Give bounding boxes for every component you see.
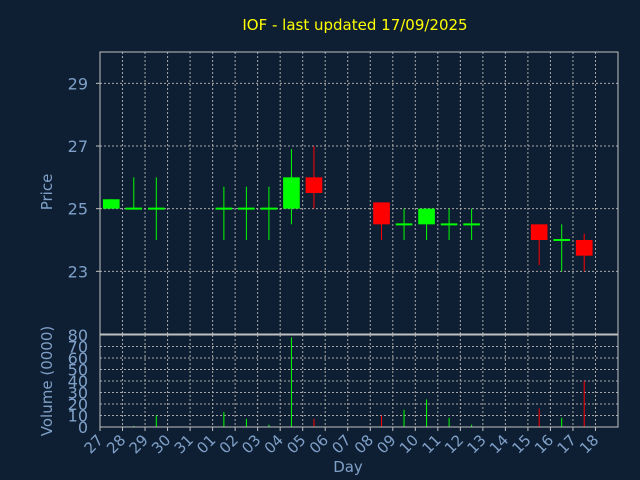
candle-body bbox=[418, 208, 435, 225]
x-tick-labels: 2728293031010203040506070809101112131415… bbox=[81, 427, 602, 457]
price-plot-frame bbox=[99, 51, 619, 335]
volume-tick-label: 20 bbox=[68, 395, 88, 414]
volume-tick-label: 40 bbox=[68, 372, 88, 391]
volume-tick-label: 50 bbox=[68, 361, 88, 380]
volume-bars bbox=[133, 337, 585, 427]
volume-axis-label: Volume (0000) bbox=[38, 326, 56, 436]
volume-tick-label: 30 bbox=[68, 384, 88, 403]
volume-tick-label: 10 bbox=[68, 407, 88, 426]
volume-tick-label: 0 bbox=[78, 418, 88, 437]
price-candles bbox=[102, 146, 593, 272]
volume-tick-label: 80 bbox=[68, 326, 88, 345]
candle-body bbox=[305, 177, 323, 193]
plot-frames bbox=[99, 51, 619, 428]
price-grid bbox=[96, 52, 618, 334]
volume-plot-frame bbox=[99, 334, 619, 428]
candle-body bbox=[283, 177, 300, 209]
volume-grid bbox=[100, 334, 618, 428]
candle-body bbox=[102, 199, 120, 209]
x-tick-label: 18 bbox=[576, 431, 602, 457]
price-tick-labels: 23 25 27 29 bbox=[68, 74, 88, 281]
x-axis-label: Day bbox=[333, 458, 363, 476]
candle-body bbox=[373, 202, 390, 225]
price-tick-label: 27 bbox=[68, 137, 88, 156]
price-tick-label: 29 bbox=[68, 74, 88, 93]
candle-body bbox=[530, 224, 548, 240]
volume-tick-label: 60 bbox=[68, 349, 88, 368]
chart-title: IOF - last updated 17/09/2025 bbox=[242, 16, 467, 34]
price-tick-label: 25 bbox=[68, 200, 88, 219]
price-tick-label: 23 bbox=[68, 262, 88, 281]
volume-tick-label: 70 bbox=[68, 338, 88, 357]
price-axis-label: Price bbox=[38, 174, 56, 211]
candle-body bbox=[575, 240, 593, 256]
